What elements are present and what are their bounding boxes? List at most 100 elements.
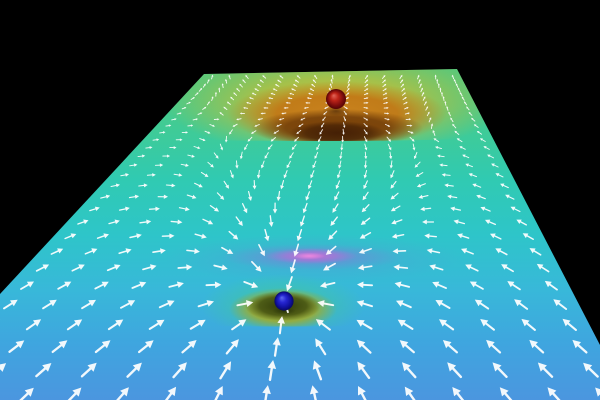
field-arrow	[71, 264, 85, 272]
field-arrow	[363, 101, 369, 104]
field-arrow	[455, 83, 459, 88]
field-arrow	[213, 264, 228, 271]
field-arrow	[476, 194, 486, 200]
field-arrow	[225, 78, 228, 84]
field-arrow	[200, 171, 209, 177]
field-arrow	[334, 191, 340, 201]
field-arrow	[406, 124, 413, 127]
field-arrow	[442, 340, 459, 354]
field-arrow	[264, 152, 269, 159]
field-arrow	[387, 143, 392, 151]
field-arrow	[336, 169, 341, 179]
field-arrow	[241, 203, 248, 214]
field-arrow	[317, 300, 335, 307]
field-arrow	[330, 216, 338, 226]
field-arrow	[287, 97, 293, 100]
field-arrow	[218, 87, 221, 93]
field-arrow	[363, 129, 368, 135]
field-arrow	[257, 118, 263, 121]
field-arrow	[235, 216, 243, 226]
field-arrow	[426, 248, 441, 254]
field-arrow	[451, 74, 455, 80]
field-arrow	[254, 88, 259, 92]
field-arrow	[400, 79, 404, 84]
field-arrow	[239, 151, 243, 160]
field-arrow	[308, 92, 313, 96]
field-arrow	[128, 194, 140, 199]
field-arrow	[176, 112, 182, 115]
field-arrow	[25, 319, 42, 331]
field-arrow	[319, 281, 336, 289]
field-arrow	[202, 218, 214, 225]
field-arrow	[272, 337, 281, 357]
field-arrow	[279, 75, 284, 79]
field-arrow	[345, 92, 350, 96]
field-arrow	[433, 138, 440, 143]
negative-charge-sphere[interactable]	[274, 291, 294, 311]
field-arrow	[157, 194, 168, 199]
field-arrow	[181, 131, 189, 134]
field-arrow	[192, 118, 198, 121]
field-arrow	[312, 160, 317, 169]
field-arrow	[221, 246, 234, 254]
field-arrow	[537, 362, 554, 378]
field-arrow	[285, 101, 291, 104]
field-arrow	[454, 130, 460, 135]
field-arrow	[471, 117, 476, 122]
field-arrow	[343, 122, 346, 128]
field-arrow	[300, 117, 306, 121]
field-arrow	[314, 74, 318, 79]
field-arrow	[181, 107, 187, 110]
field-arrow	[358, 248, 372, 254]
field-arrow	[521, 318, 536, 331]
field-arrow	[265, 101, 271, 104]
field-arrow	[439, 319, 455, 331]
field-arrow	[226, 101, 231, 105]
field-arrow	[152, 138, 160, 142]
field-arrow	[181, 340, 197, 354]
surface-detail-layer	[0, 69, 600, 400]
field-arrow	[363, 180, 368, 190]
field-arrow	[342, 128, 345, 135]
field-arrow	[247, 136, 253, 142]
field-arrow	[394, 281, 411, 288]
field-arrow	[476, 131, 483, 135]
field-arrow	[3, 299, 18, 310]
field-arrow	[363, 112, 369, 115]
field-arrow	[305, 101, 311, 104]
field-arrow	[384, 112, 390, 115]
field-arrow	[357, 281, 374, 289]
field-arrow	[294, 79, 299, 83]
field-arrow	[404, 386, 418, 400]
field-arrow	[173, 173, 183, 177]
field-arrow	[137, 154, 146, 158]
field-arrow	[236, 118, 242, 121]
field-arrow	[314, 151, 319, 159]
field-arrow	[236, 88, 240, 92]
field-arrow	[270, 92, 276, 96]
field-arrow	[110, 183, 120, 188]
field-arrow	[341, 135, 344, 143]
field-arrow	[283, 170, 288, 179]
field-arrow	[495, 248, 508, 256]
field-arrow	[363, 92, 369, 96]
field-arrow	[235, 160, 239, 169]
field-arrow	[397, 319, 414, 330]
field-arrow	[407, 130, 414, 134]
field-arrow	[453, 79, 457, 84]
field-arrow	[186, 194, 197, 199]
field-arrow	[522, 233, 534, 241]
field-arrow	[401, 88, 405, 92]
field-arrow	[463, 101, 468, 106]
field-arrow	[544, 280, 558, 291]
field-arrow	[356, 319, 373, 330]
field-arrow	[435, 300, 451, 309]
field-arrow	[224, 135, 228, 143]
positive-charge-sphere[interactable]	[326, 89, 346, 109]
field-arrow	[309, 88, 315, 92]
field-arrow	[459, 146, 466, 150]
field-arrow	[278, 118, 285, 121]
field-arrow	[468, 111, 473, 116]
red-well-core-dark	[289, 121, 385, 141]
field-arrow	[260, 112, 266, 115]
